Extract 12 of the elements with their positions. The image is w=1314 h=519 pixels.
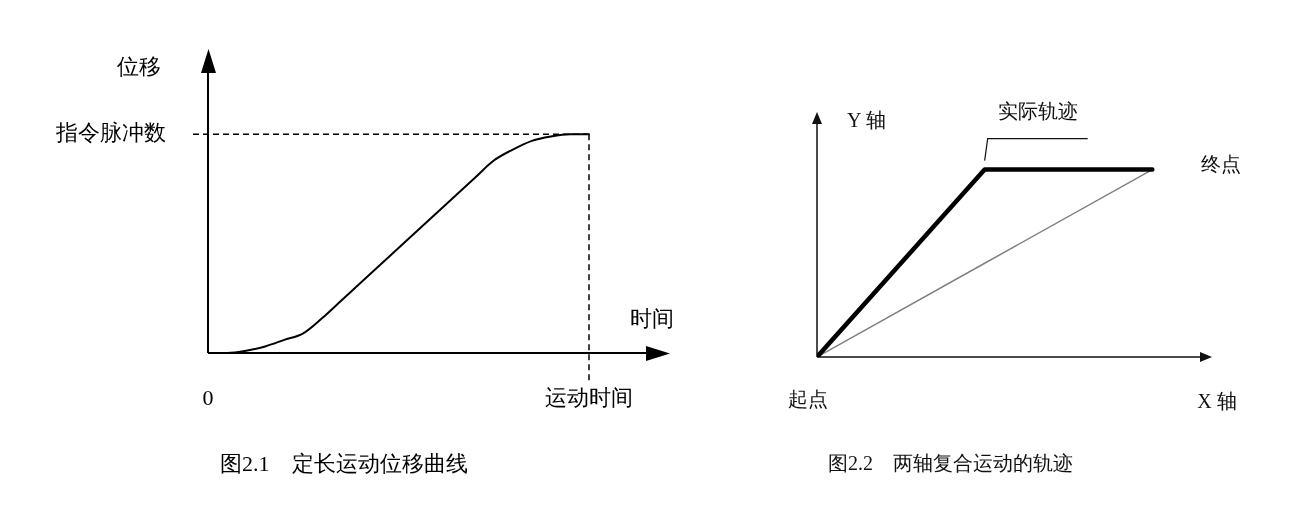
x-axis-title: X 轴 [1197,390,1237,413]
text: 实际轨迹 [997,99,1078,122]
text: 起点 [788,388,828,411]
text: 终点 [1201,152,1242,175]
x-tick-label: 运动时间 [545,384,633,410]
text: 图2.2 两轴复合运动的轨迹 [828,452,1073,475]
x-tick-label: 0 [202,384,214,410]
ref-line-label: 指令脉冲数 [55,120,166,146]
y-axis-title: 位移 [117,53,161,79]
text: 图2.1 定长运动位移曲线 [220,450,468,476]
y-axis-title: Y 轴 [847,109,886,132]
x-axis-title: 时间 [630,305,674,331]
